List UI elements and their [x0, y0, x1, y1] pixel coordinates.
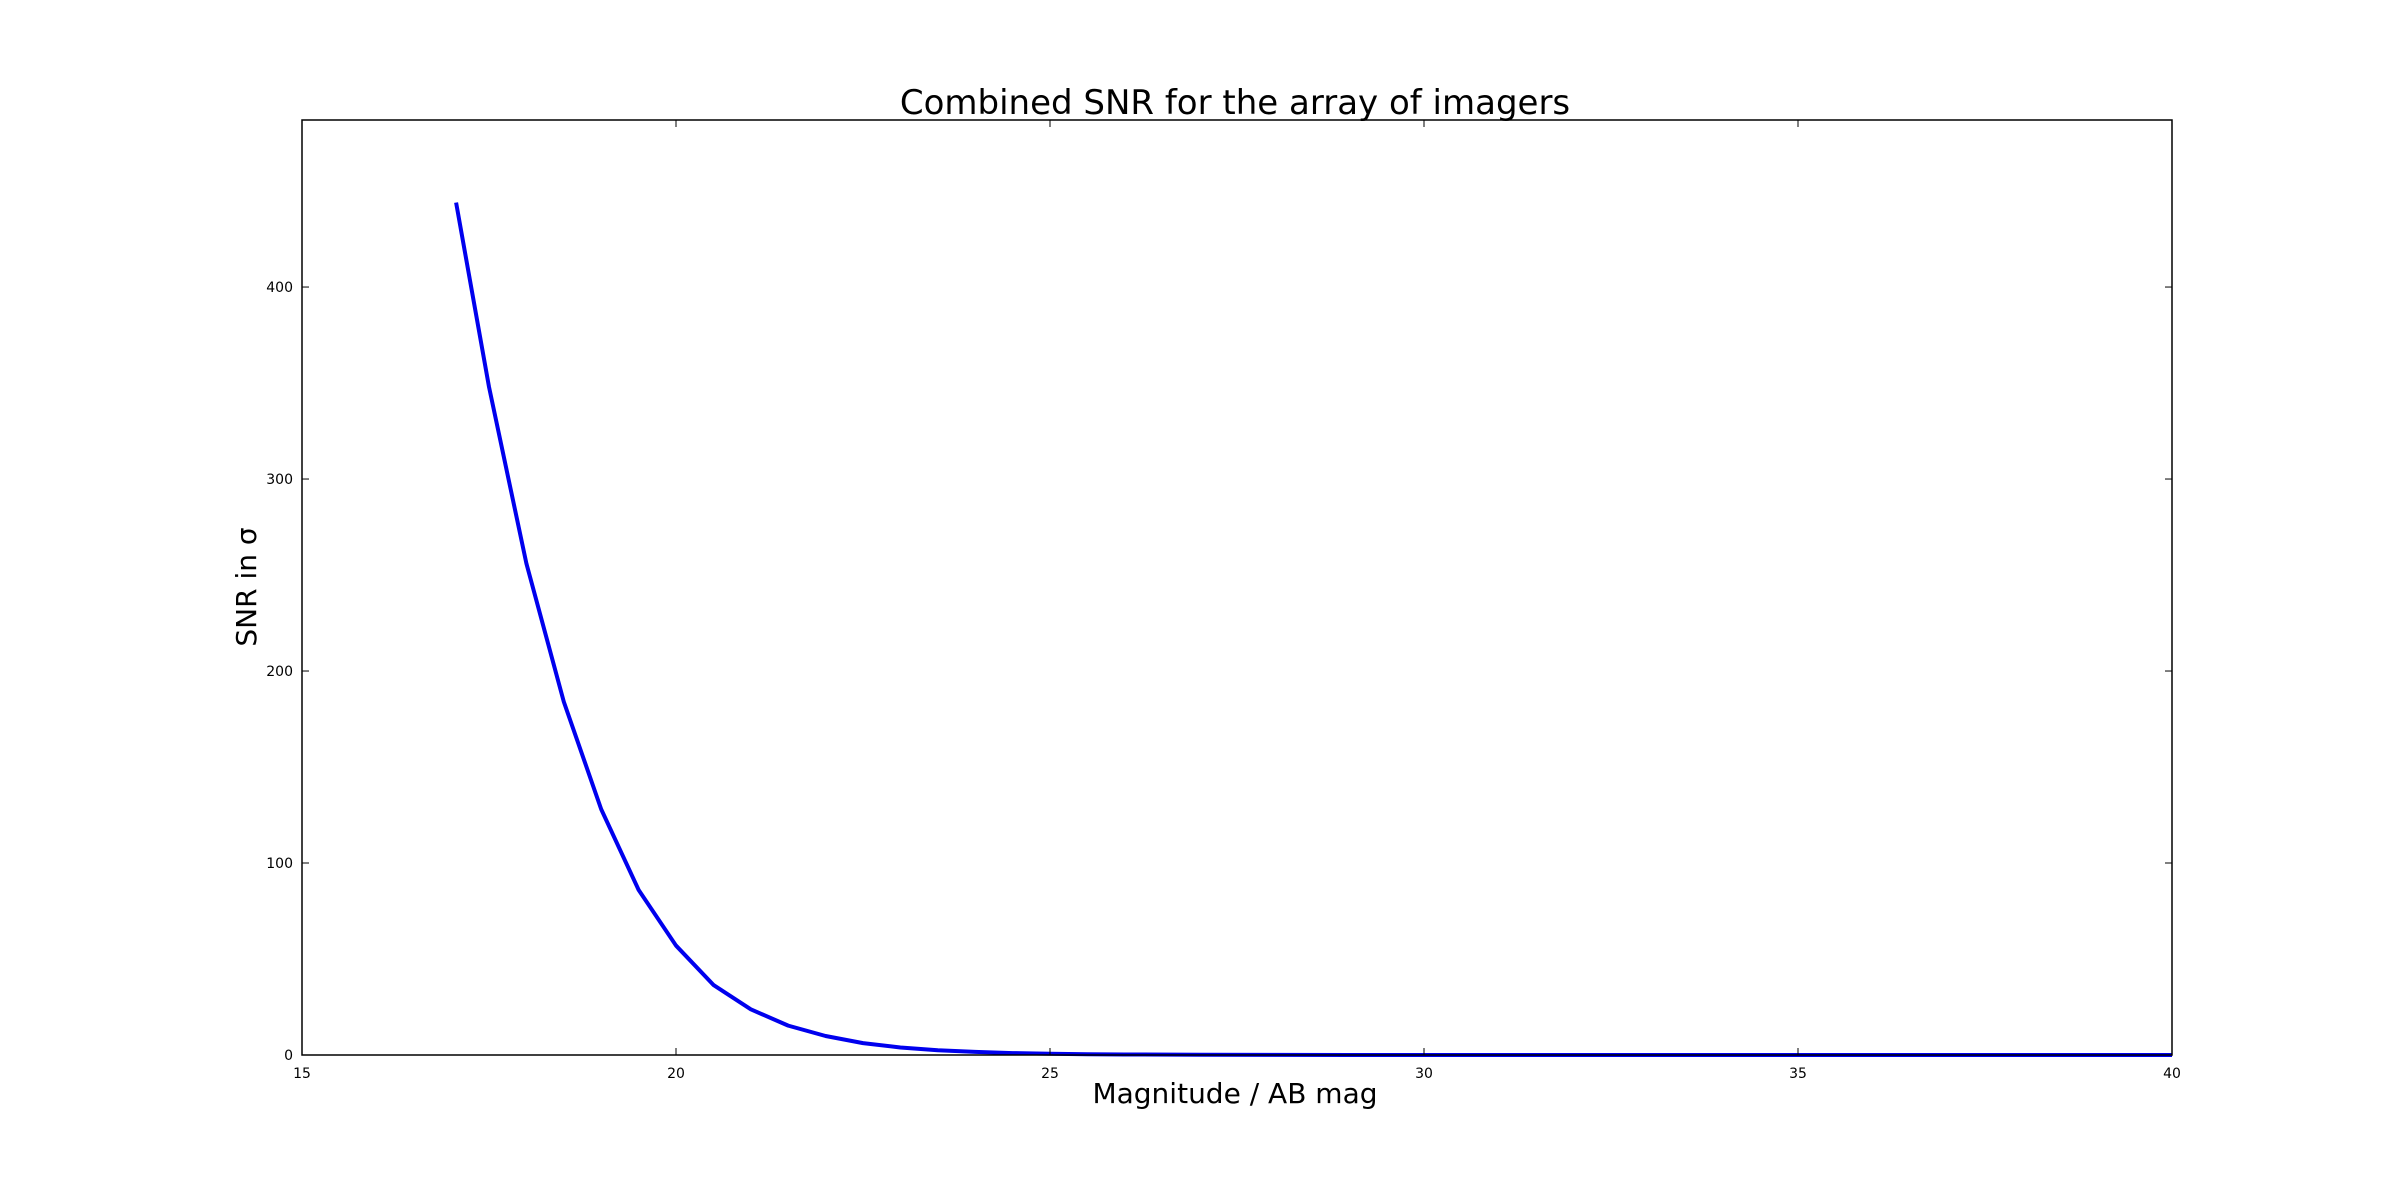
y-tick-label: 200: [266, 664, 293, 680]
x-tick-label: 35: [1789, 1066, 1807, 1082]
x-tick-label: 15: [293, 1066, 311, 1082]
x-axis-label: Magnitude / AB mag: [1092, 1077, 1377, 1110]
x-tick-label: 30: [1415, 1066, 1433, 1082]
y-tick-label: 100: [266, 856, 293, 872]
x-tick-label: 20: [667, 1066, 685, 1082]
series-line-0: [454, 202, 2172, 1057]
x-tick-label: 40: [2163, 1066, 2181, 1082]
x-tick-label: 25: [1041, 1066, 1059, 1082]
plot-frame: [301, 119, 2173, 1056]
y-tick-label: 400: [266, 280, 293, 296]
y-tick-label: 300: [266, 472, 293, 488]
plot-layer: [454, 202, 2172, 1057]
y-axis-label: SNR in σ: [230, 527, 263, 646]
chart-title: Combined SNR for the array of imagers: [900, 83, 1570, 123]
y-tick-label: 0: [284, 1048, 293, 1064]
